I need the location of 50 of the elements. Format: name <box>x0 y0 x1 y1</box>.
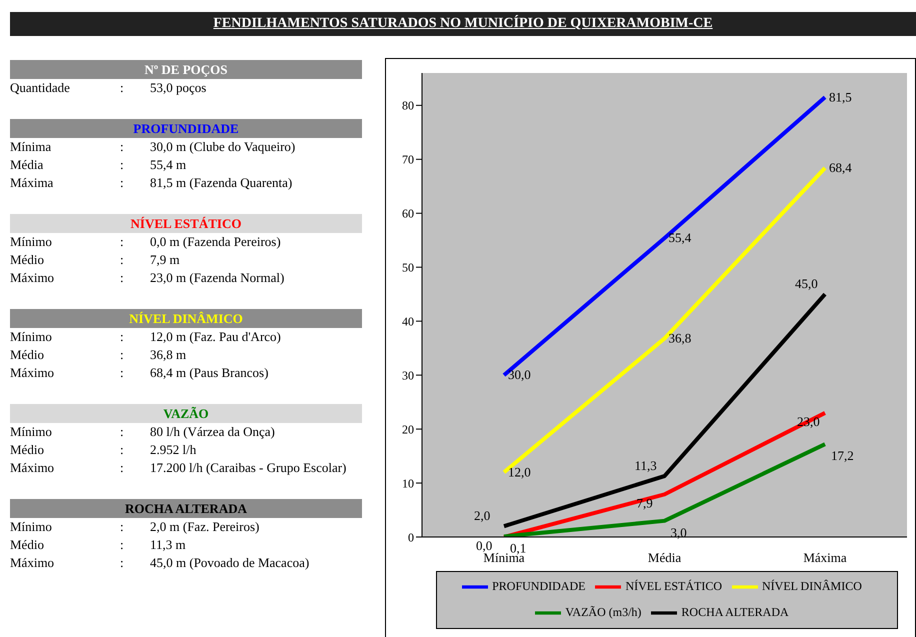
legend-label: NÍVEL ESTÁTICO <box>625 578 722 593</box>
data-label: 17,2 <box>831 448 854 464</box>
text: VAZÃO <box>10 404 362 423</box>
text: Mínimo : 12,0 m (Faz. Pau d'Arco) <box>10 329 281 344</box>
text: Máxima : 81,5 m (Fazenda Quarenta) <box>10 175 292 190</box>
y-tick-label: 70 <box>402 152 414 167</box>
text: PROFUNDIDADE <box>10 119 362 138</box>
text: Médio : 36,8 m <box>10 347 186 362</box>
data-label: 45,0 <box>795 276 818 292</box>
text: Mínimo : 0,0 m (Fazenda Pereiros) <box>10 234 281 249</box>
text: Média : 55,4 m <box>10 157 186 172</box>
y-tick-label: 10 <box>402 476 414 490</box>
text: Máximo : 23,0 m (Fazenda Normal) <box>10 270 284 285</box>
data-label: 12,0 <box>508 464 531 480</box>
text: Máximo : 17.200 l/h (Caraibas - Grupo Escolar) <box>10 460 346 475</box>
y-tick-label: 20 <box>402 422 414 436</box>
data-label: 36,8 <box>668 330 692 346</box>
legend-label: PROFUNDIDADE <box>492 578 586 593</box>
text: Mínimo : 80 l/h (Várzea da Onça) <box>10 424 275 439</box>
data-label: 2,0 <box>474 508 490 524</box>
text: ROCHA ALTERADA <box>10 499 362 518</box>
x-tick-label: Máxima <box>803 550 847 566</box>
text: Médio : 7,9 m <box>10 252 180 267</box>
text: Médio : 2.952 l/h <box>10 442 196 457</box>
chart-title: FENDILHAMENTOS SATURADOS NO MUNICÍPIO DE QUIXERAMOBIM-CE <box>10 12 916 36</box>
legend-label: VAZÃO (m3/h) <box>565 604 642 619</box>
data-label: 0,0 <box>476 538 492 553</box>
data-label: 55,4 <box>668 230 692 246</box>
y-tick-label: 0 <box>408 530 414 544</box>
text: Máximo : 68,4 m (Paus Brancos) <box>10 365 268 380</box>
x-tick-label: Média <box>648 550 682 566</box>
data-label: 68,4 <box>829 160 852 175</box>
y-tick-label: 40 <box>402 314 414 328</box>
y-tick-label: 30 <box>402 368 414 382</box>
text: NÍVEL DINÂMICO <box>10 309 362 328</box>
text: NÍVEL ESTÁTICO <box>10 214 362 233</box>
text: Máximo : 45,0 m (Povoado de Macacoa) <box>10 555 310 570</box>
data-label: 11,3 <box>634 458 657 474</box>
y-tick-label: 60 <box>402 206 414 221</box>
legend-label: ROCHA ALTERADA <box>681 604 789 619</box>
text: Mínima : 30,0 m (Clube do Vaqueiro) <box>10 139 296 154</box>
text: Médio : 11,3 m <box>10 537 186 552</box>
text: Mínimo : 2,0 m (Faz. Pereiros) <box>10 519 260 534</box>
data-label: 81,5 <box>829 89 852 104</box>
data-label: 30,0 <box>508 367 531 382</box>
text: Quantidade : 53,0 poços <box>10 80 206 95</box>
text: Nº DE POÇOS <box>10 60 362 79</box>
y-tick-label: 80 <box>402 98 414 113</box>
y-tick-label: 50 <box>402 260 414 274</box>
legend-label: NÍVEL DINÂMICO <box>762 578 862 593</box>
